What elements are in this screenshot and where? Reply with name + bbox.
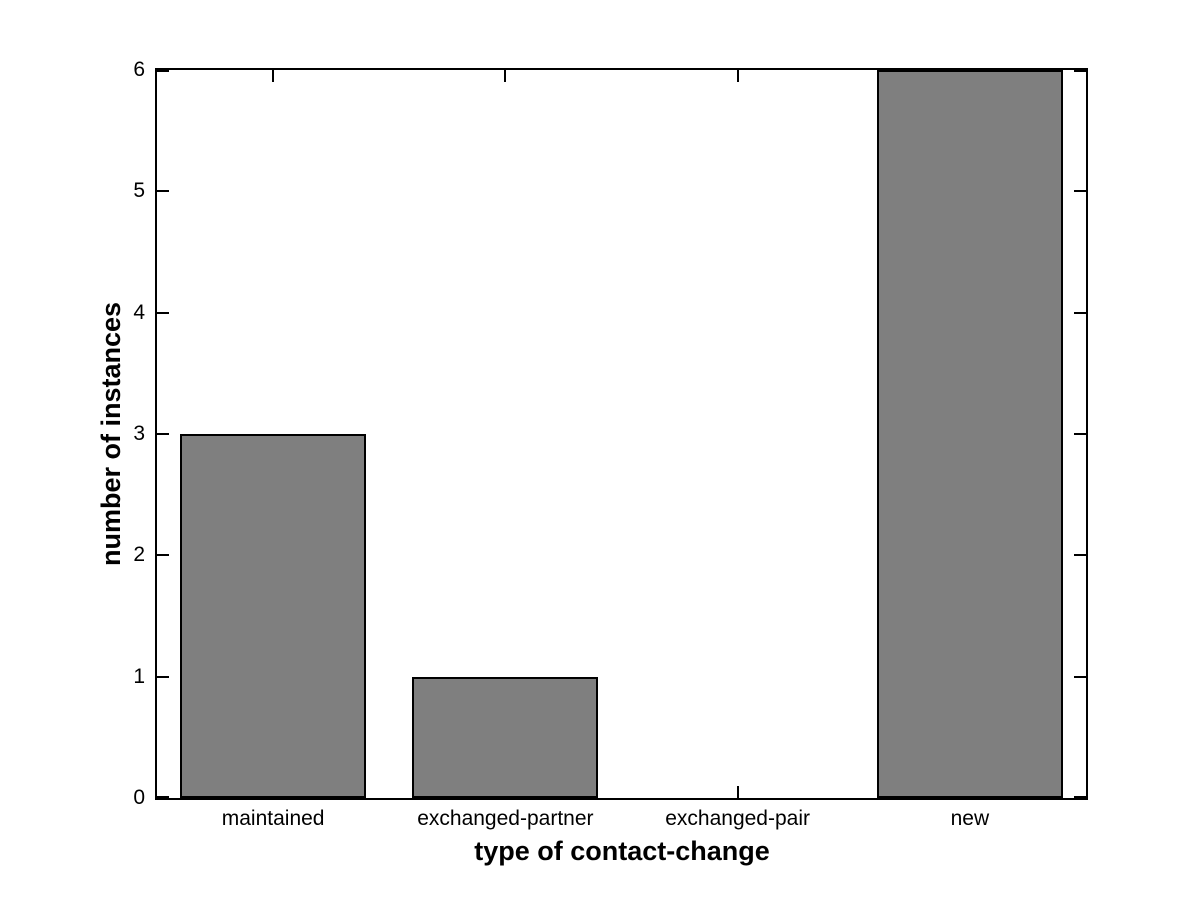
y-tick-left — [157, 70, 169, 72]
y-tick-label: 3 — [133, 422, 145, 445]
y-tick-right — [1074, 433, 1086, 435]
x-tick-top — [504, 70, 507, 82]
bar-exchanged-partner — [412, 676, 599, 798]
y-tick-right — [1074, 190, 1086, 193]
y-tick-left — [157, 311, 169, 314]
y-tick-label: 4 — [133, 300, 145, 324]
x-tick-label: maintained — [221, 807, 325, 830]
y-tick-left — [157, 675, 169, 678]
y-tick-left — [157, 554, 169, 557]
y-tick-right — [1074, 554, 1086, 557]
x-tick-top — [736, 70, 739, 82]
plot-area — [155, 68, 1088, 800]
y-tick-label: 2 — [133, 543, 145, 567]
y-tick-right — [1074, 796, 1086, 798]
x-tick-top — [272, 70, 275, 82]
bar-new — [876, 70, 1063, 798]
x-tick-label: exchanged-pair — [665, 807, 810, 830]
y-tick-left — [157, 190, 169, 193]
x-axis-title: type of contact-change — [474, 836, 770, 866]
x-tick-label: new — [950, 807, 990, 830]
bar-maintained — [180, 434, 367, 798]
y-tick-left — [157, 433, 169, 435]
y-tick-label: 0 — [133, 786, 145, 809]
y-tick-right — [1074, 675, 1086, 678]
y-tick-left — [157, 796, 169, 798]
y-tick-right — [1074, 311, 1086, 314]
y-tick-right — [1074, 70, 1086, 72]
y-tick-label: 6 — [133, 58, 145, 81]
x-tick-label: exchanged-partner — [417, 807, 594, 830]
y-tick-label: 5 — [133, 179, 145, 203]
y-tick-label: 1 — [133, 664, 145, 688]
x-tick-bottom — [736, 786, 739, 798]
